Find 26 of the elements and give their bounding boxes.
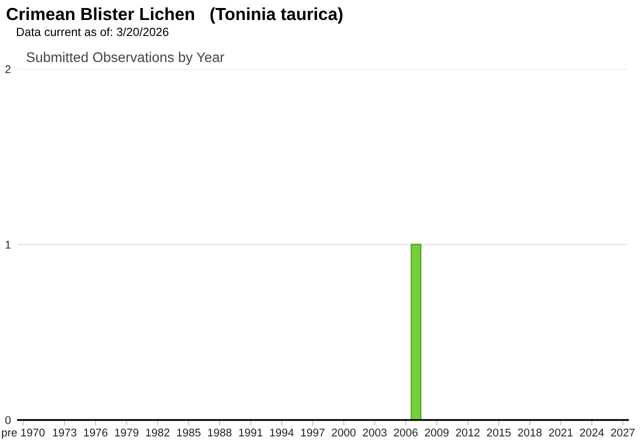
x-tick-label: 2000 xyxy=(332,428,356,436)
chart-title: Crimean Blister Lichen (Toninia taurica) xyxy=(6,7,342,24)
x-tick-label: 1973 xyxy=(53,428,76,436)
x-tick-label: 1979 xyxy=(115,428,138,436)
x-tick-label: 2009 xyxy=(424,428,449,436)
x-tick-label: 1997 xyxy=(301,428,324,436)
x-tick-label: 2015 xyxy=(486,428,511,436)
x-tick-label: 1982 xyxy=(146,428,170,436)
x-tick-label: 2012 xyxy=(456,428,480,436)
x-tick-label: 1985 xyxy=(177,428,200,436)
x-tick-label: 1991 xyxy=(239,428,262,436)
y-tick-label: 1 xyxy=(6,240,11,249)
x-tick-label: 1994 xyxy=(270,428,294,436)
chart-subtitle: Data current as of: 3/20/2026 xyxy=(16,27,168,36)
x-tick-label: 2027 xyxy=(611,428,635,436)
x-tick-label: 1988 xyxy=(208,428,232,436)
text: Submitted Observations by Year xyxy=(26,52,224,65)
y-tick-label: 0 xyxy=(5,416,11,424)
x-tick-label: 2024 xyxy=(580,428,604,436)
x-tick-label: 2003 xyxy=(362,428,387,436)
x-tick-label: 2006 xyxy=(394,428,418,436)
x-tick-label: pre 1970 xyxy=(2,428,45,439)
x-tick-label: 2018 xyxy=(518,428,542,436)
x-tick-label: 1976 xyxy=(84,428,108,436)
y-tick-label: 2 xyxy=(5,65,10,74)
x-tick-label: 2021 xyxy=(549,428,573,436)
